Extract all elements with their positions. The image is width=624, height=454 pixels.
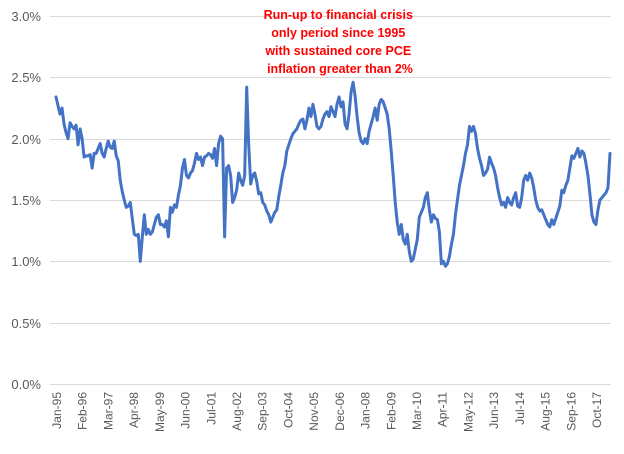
x-tick-label: Oct-04 [281, 392, 295, 428]
x-tick-label: Jan-95 [50, 392, 64, 429]
gridlines [50, 16, 611, 324]
y-tick-label: 0.5% [11, 316, 41, 331]
x-tick-label: Apr-11 [436, 392, 450, 427]
x-tick-label: Jul-01 [204, 392, 218, 425]
annotation-line-2: only period since 1995 [271, 26, 405, 40]
x-tick-label: Aug-02 [230, 392, 244, 431]
y-axis-ticks: 0.0% 0.5% 1.0% 1.5% 2.0% 2.5% 3.0% [11, 9, 41, 392]
annotation-line-1: Run-up to financial crisis [264, 8, 413, 22]
x-tick-label: Sep-03 [256, 392, 270, 431]
y-tick-label: 1.0% [11, 254, 41, 269]
y-tick-label: 3.0% [11, 9, 41, 24]
x-tick-label: May-99 [153, 392, 167, 432]
x-tick-label: Sep-16 [564, 392, 578, 431]
core-pce-inflation-line [54, 80, 612, 268]
x-axis-ticks: Jan-95 Feb-96 Mar-97 Apr-98 May-99 Jun-00 Jul-… [50, 392, 604, 432]
x-tick-label: Mar-97 [101, 392, 115, 430]
x-tick-label: Mar-10 [410, 392, 424, 430]
x-tick-label: Feb-96 [76, 392, 90, 430]
y-tick-label: 2.0% [11, 132, 41, 147]
annotation-line-3: with sustained core PCE [264, 44, 411, 58]
x-tick-label: Jul-14 [513, 392, 527, 425]
x-tick-label: Feb-09 [384, 392, 398, 430]
x-tick-label: May-12 [461, 392, 475, 432]
x-tick-label: Apr-98 [127, 392, 141, 428]
annotation-line-4: inflation greater than 2% [267, 62, 413, 76]
x-tick-label: Jun-13 [487, 392, 501, 429]
y-tick-label: 1.5% [11, 193, 41, 208]
annotation-text: Run-up to financial crisis only period s… [264, 8, 417, 76]
x-tick-label: Jan-08 [359, 392, 373, 429]
y-tick-label: 0.0% [11, 377, 41, 392]
y-tick-label: 2.5% [11, 70, 41, 85]
x-tick-label: Jun-00 [179, 392, 193, 429]
x-tick-label: Dec-06 [333, 392, 347, 431]
x-tick-label: Aug-15 [539, 392, 553, 431]
x-tick-label: Nov-05 [307, 392, 321, 431]
x-tick-label: Oct-17 [590, 392, 604, 428]
